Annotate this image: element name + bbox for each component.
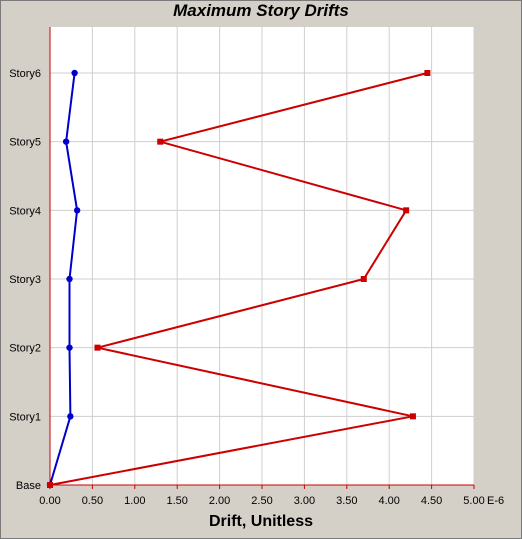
x-tick-label: 0.50 [82, 495, 103, 507]
series-1-point [62, 138, 70, 145]
x-tick-label: 3.50 [336, 495, 357, 507]
x-tick-label: 1.00 [124, 495, 145, 507]
x-tick-label: 0.00 [39, 495, 60, 507]
series-1-point [73, 207, 81, 214]
x-tick-label: 5.00 [463, 495, 484, 507]
x-axis-title: Drift, Unitless [208, 513, 313, 530]
x-tick-label: 1.50 [166, 495, 187, 507]
series-2-point [94, 344, 101, 351]
series-2-point [157, 138, 164, 145]
series-1-point [66, 275, 73, 283]
series-2-point [47, 482, 53, 488]
y-tick-label: Base [16, 480, 41, 492]
series-1-point [66, 344, 73, 351]
x-tick-label: 4.00 [378, 495, 399, 507]
chart-title: Maximum Story Drifts [173, 1, 349, 20]
x-tick-label: 4.50 [421, 495, 442, 507]
y-tick-label: Story6 [9, 68, 41, 80]
series-2-point [424, 70, 431, 76]
y-tick-label: Story1 [9, 411, 41, 423]
x-tick-label: 2.50 [251, 495, 272, 507]
x-axis-unit-suffix: E-6 [487, 495, 504, 507]
x-tick-label: 3.00 [294, 495, 315, 507]
series-2-point [403, 207, 410, 214]
series-1-point [67, 413, 74, 420]
series-1-point [71, 69, 78, 77]
x-tick-label: 2.00 [209, 495, 230, 507]
y-tick-label: Story2 [9, 343, 41, 355]
y-tick-label: Story4 [9, 205, 41, 217]
series-2-point [409, 413, 416, 420]
y-tick-label: Story5 [9, 137, 41, 149]
y-tick-label: Story3 [9, 274, 41, 286]
series-2-point [360, 276, 367, 282]
